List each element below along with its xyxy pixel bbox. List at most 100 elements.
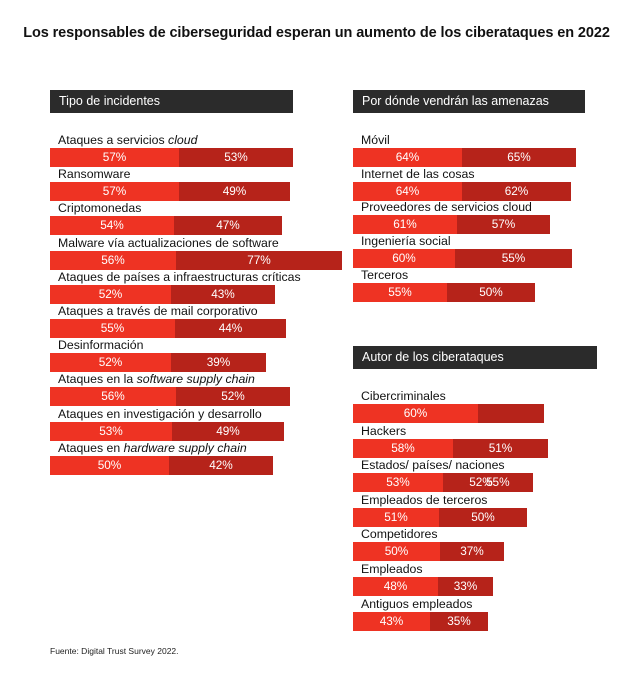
category-label: Ataques en la software supply chain: [58, 372, 255, 386]
value-label-a: 52%: [98, 286, 123, 301]
value-label-a: 53%: [386, 475, 410, 490]
bar-segment-b: [179, 182, 290, 202]
category-label-part: Proveedores de servicios cloud: [361, 200, 532, 215]
bar-segment-b: [478, 404, 544, 423]
bar-segment-b: [455, 249, 572, 269]
bar-item: Cibercriminales 60%: [353, 389, 613, 423]
bar-segment-b: [171, 284, 275, 304]
category-label-part: Ingeniería social: [361, 234, 451, 249]
value-label-a: 60%: [403, 406, 428, 420]
value-label-a: 58%: [391, 440, 415, 455]
bar-segment-a: [50, 148, 179, 167]
value-label-a: 43%: [379, 613, 404, 628]
bar-segment-b: [171, 353, 266, 373]
category-label-part: Antiguos empleados: [361, 596, 473, 611]
category-label: Antiguos empleados: [361, 597, 472, 611]
category-label: Hackers: [361, 424, 406, 438]
value-label-b: 50%: [471, 509, 495, 524]
bar-segment-b: [443, 473, 533, 493]
bar-segment-a: [50, 182, 179, 202]
bar-segment-a: [50, 455, 169, 475]
panel-tipo-incidentes: Tipo de incidentes Ataques a servicios c…: [50, 90, 342, 475]
category-label-part: Criptomonedas: [58, 201, 142, 216]
category-label-part: Estados/ países/ naciones: [361, 458, 505, 473]
category-label-part: Empleados: [361, 562, 423, 576]
bar-segment-a: [353, 438, 453, 458]
bar-segment-b: [438, 577, 493, 596]
bar-segment-b: [453, 438, 548, 458]
category-label: Terceros: [361, 268, 408, 282]
bar-item: Ataques de países a infraestructuras crí…: [50, 270, 310, 304]
value-label-b: 49%: [216, 423, 240, 438]
category-label-part: hardware supply chain: [123, 440, 247, 455]
category-label: Competidores: [361, 527, 438, 541]
category-label-part: Ataques en investigación y desarrollo: [58, 406, 262, 421]
category-label: Móvil: [361, 133, 390, 147]
category-label-part: Internet de las cosas: [361, 166, 475, 181]
bar-segment-a: [353, 507, 439, 527]
value-label-a: 55%: [100, 321, 125, 335]
value-label-b: 47%: [216, 218, 240, 233]
value-label-a: 51%: [384, 509, 408, 524]
category-label-part: Ataques a través de mail corporativo: [58, 304, 258, 318]
value-label-b: 55%: [501, 251, 526, 266]
bar-segment-b: [175, 319, 286, 338]
value-label-a: 55%: [388, 284, 412, 299]
value-label-b: 53%: [224, 150, 248, 164]
category-label-part: cloud: [168, 133, 198, 147]
value-label-a: 56%: [101, 252, 125, 267]
category-label-part: Ransomware: [58, 167, 131, 182]
bar-segment-b: [179, 148, 293, 167]
value-label-b: 52%: [469, 475, 493, 490]
bar-segment-a: [50, 250, 176, 270]
value-label-a: 64%: [395, 150, 420, 164]
bar-item: Ransomware 57% 49%: [50, 167, 310, 202]
bar-segment-b: [457, 215, 550, 235]
category-label: Internet de las cosas: [361, 167, 474, 181]
value-label-a: 50%: [384, 544, 409, 559]
category-label: Ingeniería social: [361, 234, 451, 248]
category-label-part: Ataques de países a infraestructuras crí…: [58, 269, 301, 284]
bar-segment-a: [353, 148, 462, 167]
category-label: Ransomware: [58, 167, 130, 181]
bar-item: Desinformación 52% 39%: [50, 338, 310, 373]
panel-autores: Autor de los ciberataques Cibercriminale…: [353, 346, 597, 631]
bar-item: Móvil 64% 65%: [353, 133, 613, 167]
category-label: Criptomonedas: [58, 201, 141, 215]
panel-amenazas: Por dónde vendrán las amenazas Móvil 64% 6…: [353, 90, 585, 302]
bar-segment-a: [353, 181, 462, 201]
value-label-b: 44%: [218, 321, 243, 335]
bar-item: Antiguos empleados 43% 35%: [353, 597, 613, 631]
source-note: Fuente: Digital Trust Survey 2022.: [50, 646, 179, 656]
bar-segment-a: [353, 611, 430, 631]
bar-item: Criptomonedas 54% 47%: [50, 201, 310, 236]
category-label-part: Cibercriminales: [361, 389, 446, 403]
bar-segment-a: [50, 421, 172, 441]
category-label-part: Ataques a servicios: [58, 133, 169, 147]
bar-segment-a: [50, 284, 171, 304]
value-label-a: 53%: [99, 423, 123, 438]
bar-item: Malware vía actualizaciones de software 5…: [50, 236, 342, 270]
bar-segment-b: [462, 148, 576, 167]
value-label-b: 50%: [479, 284, 503, 299]
value-label-a: 64%: [395, 183, 420, 198]
bar-item: Empleados 48% 33%: [353, 562, 613, 596]
category-label: Proveedores de servicios cloud: [361, 200, 532, 214]
bar-item: Internet de las cosas 64% 62%: [353, 167, 613, 201]
category-label-part: software supply chain: [136, 372, 255, 387]
category-label: Malware vía actualizaciones de software: [58, 236, 279, 250]
category-label: Ataques en hardware supply chain: [58, 441, 247, 455]
bar-item: Ataques a través de mail corporativo 55% 4…: [50, 304, 310, 338]
bar-segment-a: [50, 387, 176, 407]
value-label-a: 60%: [392, 251, 416, 266]
bar-item: Ataques en la software supply chain 56% 52…: [50, 372, 310, 407]
category-label-part: Ataques en: [58, 440, 124, 455]
bar-item: Ataques a servicios cloud 57% 53%: [50, 133, 310, 167]
value-label-b: 52%: [221, 389, 245, 404]
value-label-a: 52%: [98, 355, 123, 370]
bar-segment-a: [353, 473, 443, 493]
bar-item: Estados/ países/ naciones 53% 52% 55%: [353, 458, 613, 493]
bar-segment-a: [50, 216, 174, 236]
bar-segment-b: [447, 282, 535, 302]
value-label-a: 61%: [393, 217, 417, 232]
